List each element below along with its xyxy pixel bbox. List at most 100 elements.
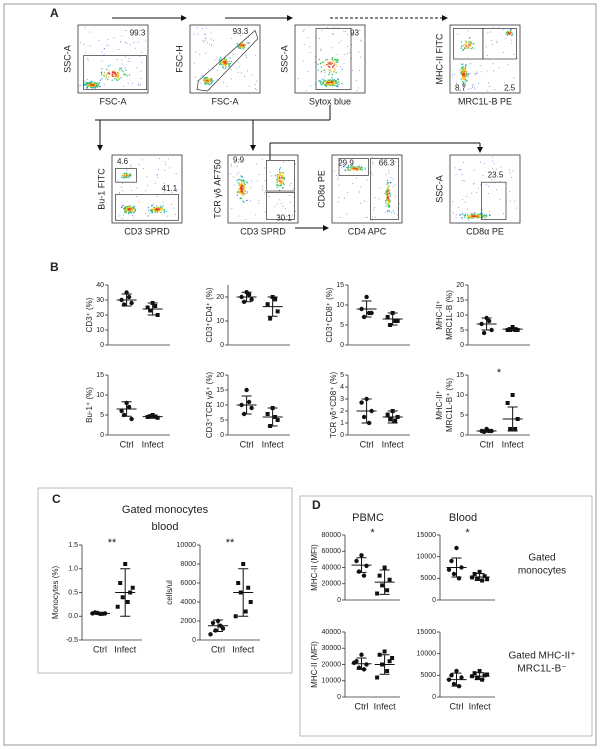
- event-dot: [332, 33, 334, 35]
- y-tick-label: 0.5: [68, 589, 78, 596]
- event-dot: [467, 208, 469, 210]
- event-dot: [500, 175, 502, 177]
- event-dot: [237, 190, 239, 193]
- event-dot: [390, 212, 392, 214]
- data-point: [361, 573, 367, 578]
- event-dot: [476, 72, 478, 74]
- event-dot: [461, 75, 464, 78]
- event-dot: [230, 68, 232, 70]
- event-dot: [334, 170, 336, 172]
- event-dot: [239, 47, 241, 49]
- event-dot: [197, 33, 199, 35]
- event-dot: [367, 217, 369, 219]
- event-dot: [386, 179, 389, 182]
- event-dot: [205, 83, 207, 86]
- event-dot: [356, 166, 358, 168]
- event-dot: [95, 86, 97, 88]
- event-dot: [319, 82, 322, 84]
- event-dot: [486, 46, 488, 48]
- event-dot: [242, 192, 245, 195]
- event-dot: [133, 217, 135, 219]
- event-dot: [333, 63, 335, 65]
- event-dot: [466, 215, 469, 217]
- event-dot: [116, 72, 119, 74]
- event-dot: [337, 78, 339, 81]
- event-dot: [327, 69, 330, 71]
- event-dot: [280, 182, 283, 184]
- event-dot: [132, 205, 134, 207]
- event-dot: [229, 57, 231, 59]
- event-dot: [161, 207, 163, 210]
- event-dot: [276, 181, 278, 183]
- event-dot: [129, 211, 131, 214]
- y-tick-label: 15: [456, 372, 464, 379]
- event-dot: [323, 69, 325, 72]
- event-dot: [243, 184, 245, 187]
- event-dot: [507, 64, 509, 66]
- event-dot: [510, 176, 512, 178]
- event-dot: [136, 67, 138, 69]
- event-dot: [336, 65, 338, 67]
- event-dot: [331, 73, 334, 76]
- y-tick-label: 40000: [322, 629, 342, 636]
- event-dot: [464, 43, 467, 45]
- y-tick-label: 10000: [322, 678, 342, 685]
- y-tick-label: 0: [460, 432, 464, 439]
- event-dot: [486, 54, 488, 56]
- event-dot: [240, 189, 243, 191]
- event-dot: [509, 172, 511, 174]
- gate: [370, 158, 399, 220]
- event-dot: [330, 63, 332, 66]
- event-dot: [236, 67, 238, 69]
- event-dot: [471, 85, 473, 87]
- event-dot: [123, 174, 125, 177]
- event-dot: [388, 185, 390, 188]
- data-point: [454, 545, 459, 551]
- event-dot: [328, 82, 330, 84]
- data-point: [387, 577, 392, 582]
- event-dot: [151, 208, 154, 211]
- event-dot: [326, 26, 328, 28]
- event-dot: [387, 188, 389, 191]
- event-dot: [114, 73, 116, 75]
- event-dot: [119, 192, 121, 194]
- y-tick-label: 20000: [322, 581, 342, 588]
- y-tick-label: 2000: [180, 618, 196, 625]
- event-dot: [496, 42, 498, 44]
- event-dot: [358, 87, 360, 89]
- event-dot: [278, 216, 280, 218]
- event-dot: [302, 30, 304, 32]
- event-dot: [473, 216, 476, 218]
- event-dot: [331, 56, 334, 59]
- event-dot: [374, 216, 376, 218]
- panel-title: Gated monocytes: [122, 504, 209, 516]
- y-tick-label: 0: [340, 432, 344, 439]
- event-dot: [164, 164, 166, 166]
- row-label: Gated MHC-II⁺: [509, 651, 576, 662]
- y-tick-label: 20000: [322, 661, 342, 668]
- column-title: PBMC: [352, 512, 384, 524]
- event-dot: [473, 214, 476, 217]
- event-dot: [510, 30, 512, 33]
- event-dot: [204, 76, 206, 79]
- event-dot: [385, 202, 387, 204]
- event-dot: [232, 176, 234, 178]
- event-dot: [204, 39, 206, 41]
- event-dot: [484, 216, 486, 219]
- event-dot: [328, 79, 331, 81]
- event-dot: [333, 71, 335, 73]
- event-dot: [246, 182, 249, 184]
- event-dot: [460, 72, 463, 74]
- event-dot: [164, 161, 166, 163]
- event-dot: [140, 70, 142, 72]
- y-tick-label: 10: [96, 327, 104, 334]
- event-dot: [238, 183, 241, 185]
- sd-bar: [451, 672, 462, 687]
- event-dot: [119, 69, 121, 71]
- event-dot: [393, 209, 395, 211]
- event-dot: [336, 53, 338, 55]
- event-dot: [238, 187, 241, 190]
- event-dot: [156, 195, 158, 197]
- y-tick-label: 0: [100, 342, 104, 349]
- y-tick-label: 0: [340, 342, 344, 349]
